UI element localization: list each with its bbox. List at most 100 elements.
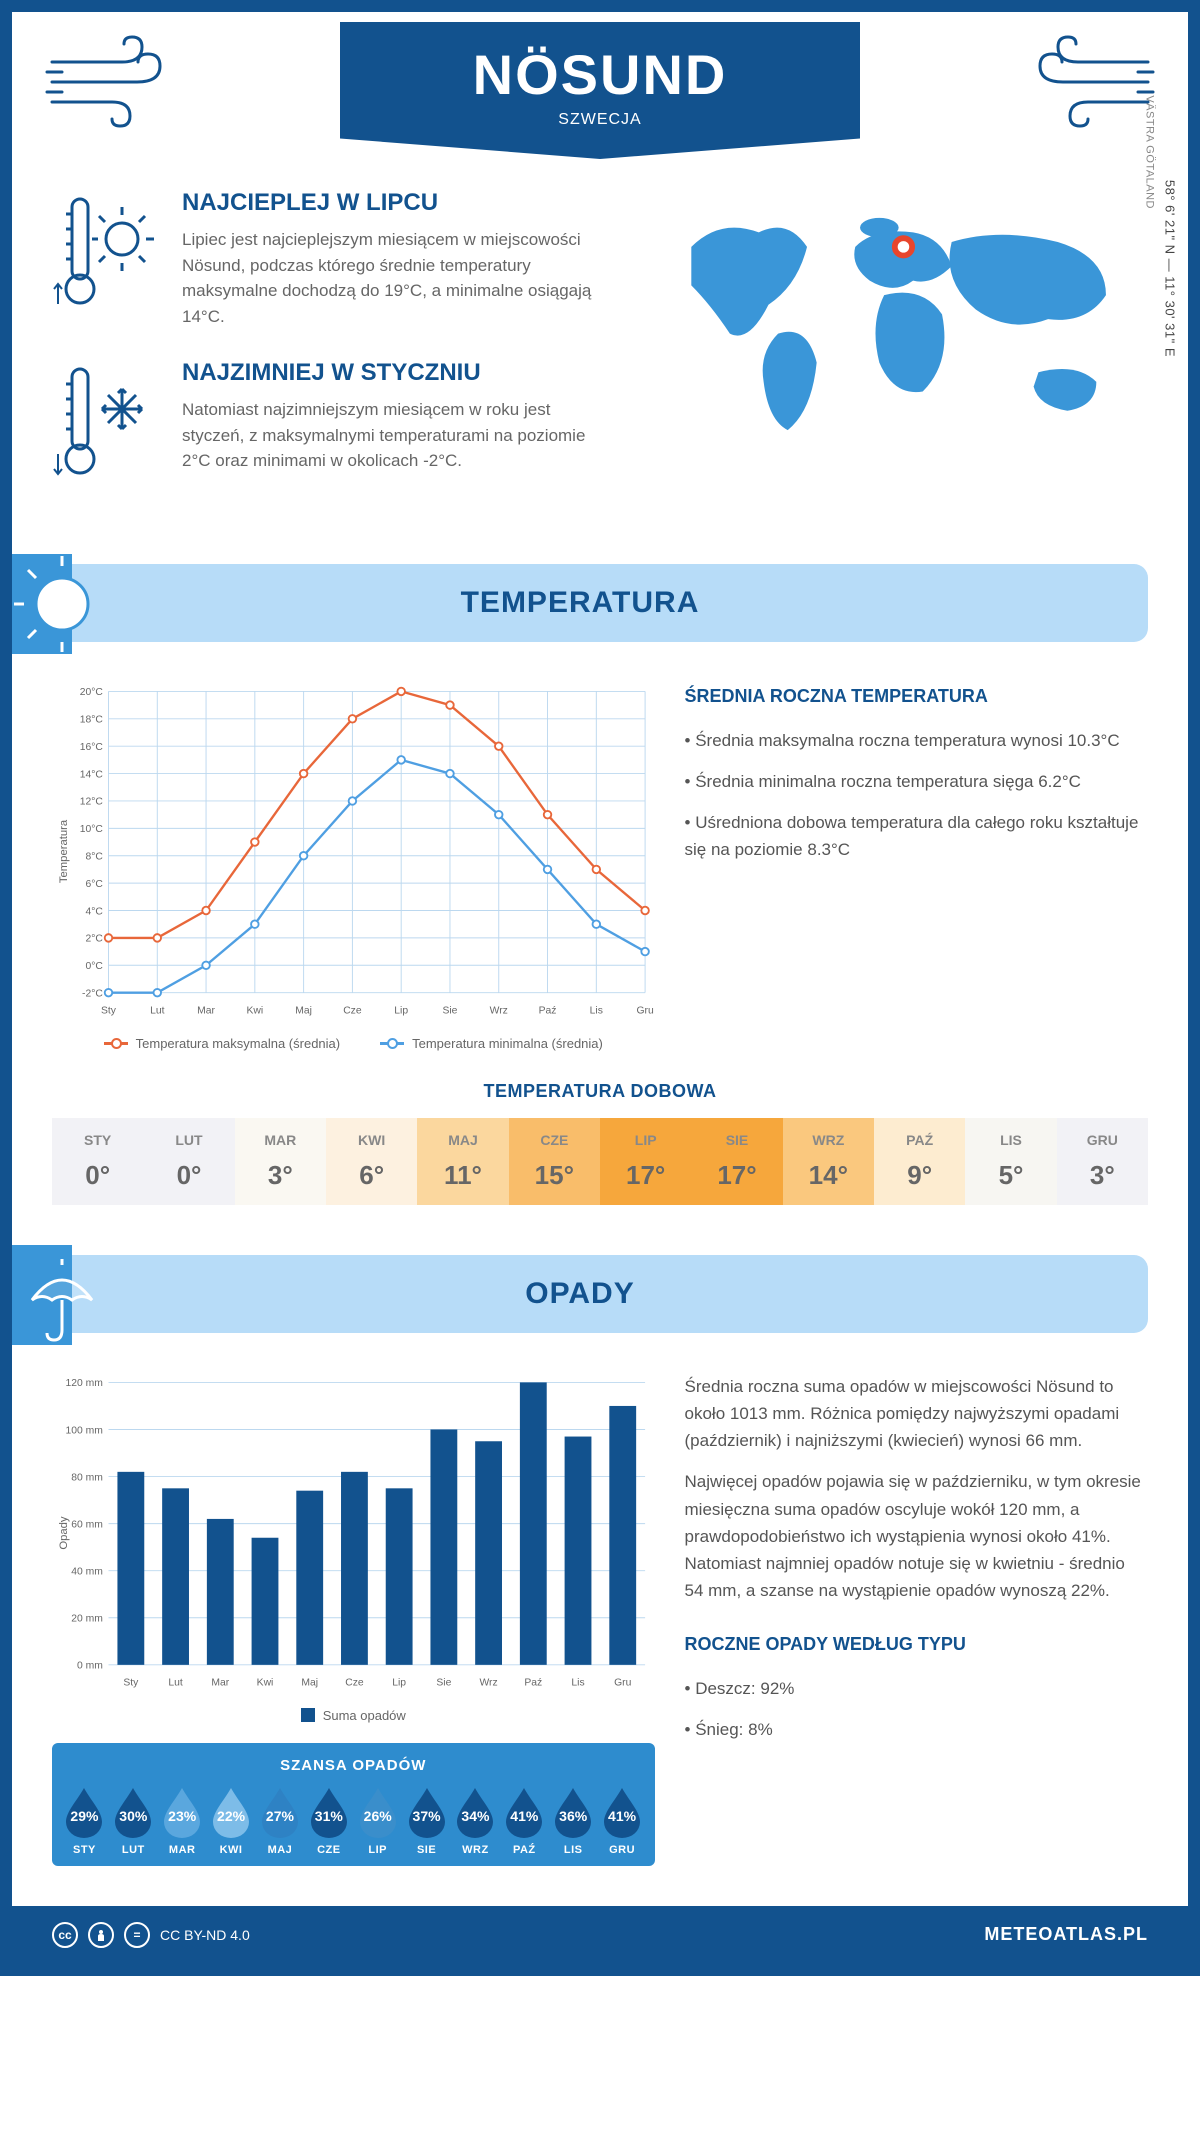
raindrop-icon: 41% bbox=[502, 1786, 546, 1838]
precipitation-section: 0 mm20 mm40 mm60 mm80 mm100 mm120 mmStyL… bbox=[12, 1353, 1188, 1876]
world-map bbox=[640, 189, 1148, 459]
precipitation-text: Średnia roczna suma opadów w miejscowośc… bbox=[685, 1373, 1148, 1866]
precipitation-title: OPADY bbox=[525, 1277, 634, 1310]
svg-text:12°C: 12°C bbox=[80, 797, 104, 808]
svg-text:Sie: Sie bbox=[436, 1677, 451, 1688]
chance-month: MAJ bbox=[258, 1844, 303, 1856]
chance-value: 37% bbox=[413, 1808, 441, 1824]
chance-drop: 31% CZE bbox=[306, 1786, 351, 1856]
chance-value: 22% bbox=[217, 1808, 245, 1824]
daily-temp-cell: LIP 17° bbox=[600, 1118, 691, 1205]
daily-temp-cell: LUT 0° bbox=[143, 1118, 234, 1205]
precip-text-1: Średnia roczna suma opadów w miejscowośc… bbox=[685, 1373, 1148, 1455]
month-value: 3° bbox=[239, 1160, 322, 1191]
chance-drop: 37% SIE bbox=[404, 1786, 449, 1856]
umbrella-icon bbox=[12, 1245, 112, 1345]
chance-month: GRU bbox=[600, 1844, 645, 1856]
chance-value: 41% bbox=[510, 1808, 538, 1824]
month-value: 17° bbox=[604, 1160, 687, 1191]
by-type-snow: • Śnieg: 8% bbox=[685, 1716, 1148, 1743]
raindrop-icon: 36% bbox=[551, 1786, 595, 1838]
svg-text:Sty: Sty bbox=[101, 1005, 117, 1016]
month-label: MAJ bbox=[421, 1132, 504, 1148]
daily-temp-title: TEMPERATURA DOBOWA bbox=[52, 1081, 1148, 1102]
svg-text:Lut: Lut bbox=[168, 1677, 183, 1688]
month-label: LIP bbox=[604, 1132, 687, 1148]
legend-max: Temperatura maksymalna (średnia) bbox=[104, 1036, 340, 1051]
temp-legend: Temperatura maksymalna (średnia) Tempera… bbox=[52, 1036, 655, 1051]
daily-temp-cell: WRZ 14° bbox=[783, 1118, 874, 1205]
month-value: 0° bbox=[147, 1160, 230, 1191]
chance-value: 29% bbox=[70, 1808, 98, 1824]
warmest-block: NAJCIEPLEJ W LIPCU Lipiec jest najcieple… bbox=[52, 189, 610, 329]
chance-month: LUT bbox=[111, 1844, 156, 1856]
month-label: PAŹ bbox=[878, 1132, 961, 1148]
svg-text:Paź: Paź bbox=[539, 1005, 557, 1016]
chance-month: PAŹ bbox=[502, 1844, 547, 1856]
month-value: 3° bbox=[1061, 1160, 1144, 1191]
chance-drop: 22% KWI bbox=[209, 1786, 254, 1856]
month-value: 14° bbox=[787, 1160, 870, 1191]
raindrop-icon: 29% bbox=[62, 1786, 106, 1838]
thermometer-hot-icon bbox=[52, 189, 162, 329]
chance-box: SZANSA OPADÓW 29% STY 30% LUT 23% MAR 22… bbox=[52, 1743, 655, 1866]
svg-text:100 mm: 100 mm bbox=[65, 1425, 102, 1436]
wind-icon bbox=[1018, 32, 1158, 132]
month-value: 9° bbox=[878, 1160, 961, 1191]
annual-temp-title: ŚREDNIA ROCZNA TEMPERATURA bbox=[685, 682, 1148, 711]
cc-icon: cc bbox=[52, 1922, 78, 1948]
license-text: CC BY-ND 4.0 bbox=[160, 1927, 250, 1943]
svg-text:Gru: Gru bbox=[636, 1005, 653, 1016]
region-label: VÄSTRA GÖTALAND bbox=[1144, 95, 1156, 209]
chance-value: 34% bbox=[461, 1808, 489, 1824]
month-label: KWI bbox=[330, 1132, 413, 1148]
legend-bar: Suma opadów bbox=[301, 1708, 406, 1723]
daily-temp-cell: KWI 6° bbox=[326, 1118, 417, 1205]
month-label: CZE bbox=[513, 1132, 596, 1148]
warmest-text: Lipiec jest najcieplejszym miesiącem w m… bbox=[182, 227, 610, 329]
svg-text:Maj: Maj bbox=[295, 1005, 312, 1016]
chance-drop: 29% STY bbox=[62, 1786, 107, 1856]
chance-value: 23% bbox=[168, 1808, 196, 1824]
chance-month: KWI bbox=[209, 1844, 254, 1856]
location-country: SZWECJA bbox=[420, 111, 780, 129]
raindrop-icon: 31% bbox=[307, 1786, 351, 1838]
month-label: LUT bbox=[147, 1132, 230, 1148]
raindrop-icon: 34% bbox=[453, 1786, 497, 1838]
chance-drop: 41% PAŹ bbox=[502, 1786, 547, 1856]
temperature-annual-text: ŚREDNIA ROCZNA TEMPERATURA • Średnia mak… bbox=[685, 682, 1148, 1051]
chance-drop: 34% WRZ bbox=[453, 1786, 498, 1856]
license-block: cc = CC BY-ND 4.0 bbox=[52, 1922, 250, 1948]
month-label: GRU bbox=[1061, 1132, 1144, 1148]
chance-drop: 41% GRU bbox=[600, 1786, 645, 1856]
cc-nd-icon: = bbox=[124, 1922, 150, 1948]
svg-text:14°C: 14°C bbox=[80, 769, 104, 780]
temperature-header: TEMPERATURA bbox=[12, 564, 1148, 642]
raindrop-icon: 22% bbox=[209, 1786, 253, 1838]
chance-drops-grid: 29% STY 30% LUT 23% MAR 22% KWI 27% MAJ bbox=[62, 1786, 645, 1856]
svg-text:Lut: Lut bbox=[150, 1005, 165, 1016]
chance-month: LIS bbox=[551, 1844, 596, 1856]
daily-temp-cell: GRU 3° bbox=[1057, 1118, 1148, 1205]
temperature-title: TEMPERATURA bbox=[461, 586, 700, 619]
svg-text:18°C: 18°C bbox=[80, 715, 104, 726]
chance-month: WRZ bbox=[453, 1844, 498, 1856]
chance-month: SIE bbox=[404, 1844, 449, 1856]
svg-text:40 mm: 40 mm bbox=[71, 1566, 103, 1577]
svg-text:10°C: 10°C bbox=[80, 824, 104, 835]
svg-text:20 mm: 20 mm bbox=[71, 1613, 103, 1624]
annual-bullet-1: • Średnia maksymalna roczna temperatura … bbox=[685, 727, 1148, 754]
month-value: 11° bbox=[421, 1160, 504, 1191]
intro-text-column: NAJCIEPLEJ W LIPCU Lipiec jest najcieple… bbox=[52, 189, 610, 524]
coldest-block: NAJZIMNIEJ W STYCZNIU Natomiast najzimni… bbox=[52, 359, 610, 494]
chance-value: 41% bbox=[608, 1808, 636, 1824]
precip-legend: Suma opadów bbox=[52, 1708, 655, 1723]
svg-text:0 mm: 0 mm bbox=[77, 1661, 103, 1672]
svg-text:0°C: 0°C bbox=[85, 961, 103, 972]
svg-text:20°C: 20°C bbox=[80, 687, 104, 698]
month-value: 6° bbox=[330, 1160, 413, 1191]
svg-text:Opady: Opady bbox=[58, 1516, 70, 1550]
daily-temp-cell: MAJ 11° bbox=[417, 1118, 508, 1205]
svg-text:6°C: 6°C bbox=[85, 879, 103, 890]
location-title: NÖSUND bbox=[420, 42, 780, 107]
